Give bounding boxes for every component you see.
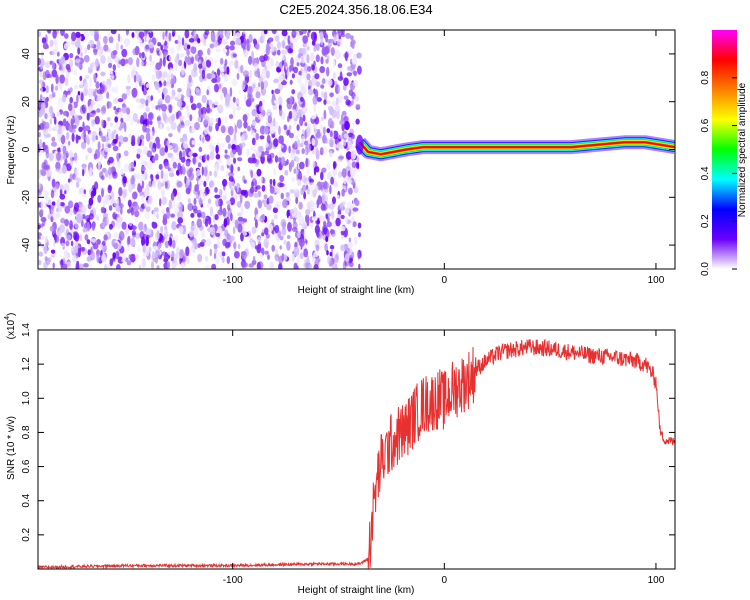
y-tick-label: 0 [21, 146, 32, 152]
y-scale-exponent: 4 [4, 316, 11, 320]
noise-speckle [38, 30, 362, 269]
colorbar-tick-label: 0.8 [700, 70, 711, 84]
x-tick-label: -100 [223, 575, 243, 586]
colorbar-tick-label: 0.4 [700, 166, 711, 180]
snr-panel: -100 0 100 0.2 0.4 0.6 0.8 1.0 1.2 1.4 Height of… [4, 313, 676, 596]
colorbar-tick-label: 0.0 [700, 262, 711, 276]
x-tick-label: -100 [223, 275, 243, 286]
top-x-axis-label: Height of straight line (km) [298, 285, 415, 296]
colorbar-gradient [712, 30, 737, 269]
y-tick-label: -20 [21, 190, 32, 205]
bottom-y-ticks: 0.2 0.4 0.6 0.8 1.0 1.2 1.4 [21, 323, 675, 542]
y-tick-label: 40 [21, 48, 32, 60]
y-tick-label: 0.6 [21, 459, 32, 473]
colorbar-tick-label: 0.6 [700, 118, 711, 132]
top-y-ticks: -40 -20 0 20 40 [21, 48, 675, 252]
y-tick-label: 20 [21, 96, 32, 108]
svg-text:(x104): (x104) [4, 313, 17, 340]
bottom-x-ticks: -100 0 100 [223, 330, 665, 586]
colorbar: 0.0 0.2 0.4 0.6 0.8 Normalized spectral ampl… [700, 30, 748, 276]
y-tick-label: 0.4 [21, 493, 32, 507]
y-tick-label: 0.2 [21, 527, 32, 541]
snr-series-line [38, 338, 675, 569]
x-tick-label: 0 [442, 575, 448, 586]
top-x-ticks: -100 0 100 [223, 30, 665, 286]
y-tick-label: 0.8 [21, 425, 32, 439]
snr-plot-area [38, 330, 675, 569]
colorbar-tick-label: 0.2 [700, 214, 711, 228]
colorbar-label: Normalized spectral amplitude [737, 82, 748, 217]
x-tick-label: 0 [442, 275, 448, 286]
x-tick-label: 100 [648, 575, 665, 586]
y-tick-label: 1.2 [21, 357, 32, 371]
colorbar-ticks: 0.0 0.2 0.4 0.6 0.8 [700, 70, 737, 276]
spectrogram-panel: -100 0 100 -40 -20 0 20 40 Height of straight … [6, 29, 676, 296]
snr-frame [37, 329, 676, 570]
signal-track [354, 134, 675, 162]
x-tick-label: 100 [648, 275, 665, 286]
y-tick-label: 1.0 [21, 391, 32, 405]
y-scale-prefix: (x10 [6, 319, 17, 339]
y-tick-label: -40 [21, 237, 32, 252]
top-y-axis-label: Frequency (Hz) [6, 116, 17, 185]
y-tick-label: 1.4 [21, 323, 32, 337]
bottom-x-axis-label: Height of straight line (km) [298, 585, 415, 596]
chart-title: C2E5.2024.356.18.06.E34 [279, 2, 432, 17]
bottom-y-axis-label: SNR (10 * v/v) [6, 416, 17, 480]
y-scale-factor: (x104) [4, 313, 17, 340]
